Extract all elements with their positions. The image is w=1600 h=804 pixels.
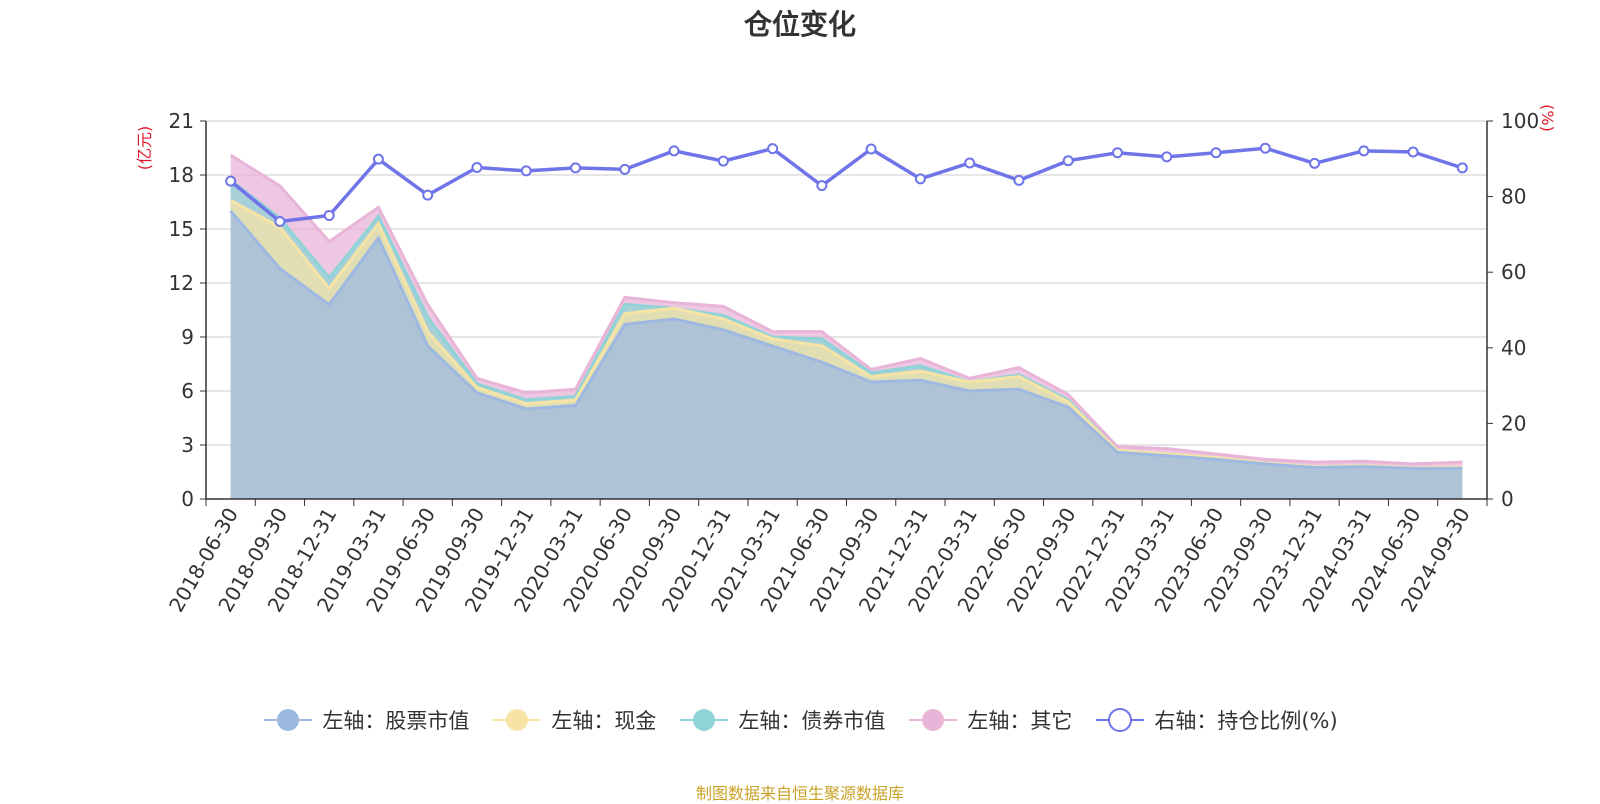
left-tick-label: 21 bbox=[169, 109, 194, 133]
legend-item[interactable]: 左轴：其它 bbox=[907, 705, 1072, 735]
left-tick-label: 3 bbox=[181, 433, 194, 457]
legend-label: 左轴：其它 bbox=[967, 709, 1073, 733]
ratio-point bbox=[1309, 157, 1321, 169]
ratio-point bbox=[619, 163, 631, 175]
ratio-point bbox=[520, 165, 532, 177]
ratio-point bbox=[717, 155, 729, 167]
right-tick-label: 20 bbox=[1501, 411, 1526, 435]
ratio-line-path bbox=[229, 146, 1463, 224]
source-note: 制图数据来自恒生聚源数据库 bbox=[695, 784, 904, 803]
ratio-point bbox=[914, 173, 926, 185]
right-tick-label: 0 bbox=[1501, 487, 1514, 511]
left-tick-label: 12 bbox=[169, 271, 194, 295]
legend-label: 左轴：股票市值 bbox=[322, 709, 470, 733]
left-tick-label: 0 bbox=[181, 487, 194, 511]
area-0 bbox=[230, 211, 1463, 499]
right-tick-label: 100 bbox=[1501, 109, 1539, 133]
right-tick-label: 40 bbox=[1501, 336, 1526, 360]
ratio-point bbox=[1456, 162, 1468, 174]
ratio-point bbox=[1358, 145, 1370, 157]
ratio-point bbox=[372, 153, 384, 165]
ratio-point bbox=[471, 161, 483, 173]
ratio-point bbox=[1013, 174, 1025, 186]
legend-label: 左轴：债券市值 bbox=[738, 709, 886, 733]
right-tick-label: 80 bbox=[1501, 185, 1526, 209]
ratio-point bbox=[422, 189, 434, 201]
ratio-point bbox=[767, 143, 779, 155]
left-axis-unit: (亿元) bbox=[135, 126, 154, 171]
ratio-line bbox=[225, 142, 1468, 228]
stacked-areas bbox=[229, 153, 1463, 499]
ratio-point bbox=[1111, 147, 1123, 159]
legend-area-marker-icon bbox=[680, 709, 729, 731]
legend-label: 左轴：现金 bbox=[551, 709, 657, 733]
ratio-point bbox=[1210, 147, 1222, 159]
ratio-point bbox=[964, 157, 976, 169]
left-tick-label: 9 bbox=[181, 325, 194, 349]
legend-area-marker-icon bbox=[493, 709, 542, 731]
left-tick-label: 18 bbox=[169, 163, 194, 187]
chart-title: 仓位变化 bbox=[744, 8, 856, 41]
ratio-point bbox=[274, 216, 286, 228]
legend-item[interactable]: 左轴：债券市值 bbox=[678, 705, 885, 735]
ratio-point bbox=[225, 175, 237, 187]
ratio-point bbox=[1161, 151, 1173, 163]
ratio-point bbox=[1259, 142, 1271, 154]
area-edge-0 bbox=[229, 210, 1463, 470]
ratio-point bbox=[865, 143, 877, 155]
legend-area-marker-icon bbox=[264, 709, 313, 731]
ratio-point bbox=[668, 145, 680, 157]
ratio-point bbox=[323, 210, 335, 221]
ratio-point bbox=[816, 180, 828, 192]
legend-item[interactable]: 左轴：股票市值 bbox=[262, 705, 469, 735]
legend: 左轴：股票市值 左轴：现金 左轴：债券市值 左轴：其它 右轴：持仓比例(%) bbox=[0, 705, 1600, 735]
right-axis-unit: (%) bbox=[1538, 104, 1557, 132]
ratio-point bbox=[1407, 146, 1419, 158]
legend-label: 右轴：持仓比例(%) bbox=[1154, 709, 1338, 733]
right-tick-label: 60 bbox=[1501, 260, 1526, 284]
legend-area-marker-icon bbox=[909, 709, 958, 731]
left-tick-label: 6 bbox=[181, 379, 194, 403]
legend-item[interactable]: 左轴：现金 bbox=[491, 705, 656, 735]
area-edge-3 bbox=[229, 153, 1463, 466]
legend-line-marker-icon bbox=[1096, 708, 1145, 732]
left-tick-label: 15 bbox=[169, 217, 194, 241]
legend-item[interactable]: 右轴：持仓比例(%) bbox=[1094, 705, 1338, 735]
ratio-point bbox=[1062, 155, 1074, 167]
ratio-point bbox=[570, 162, 582, 174]
